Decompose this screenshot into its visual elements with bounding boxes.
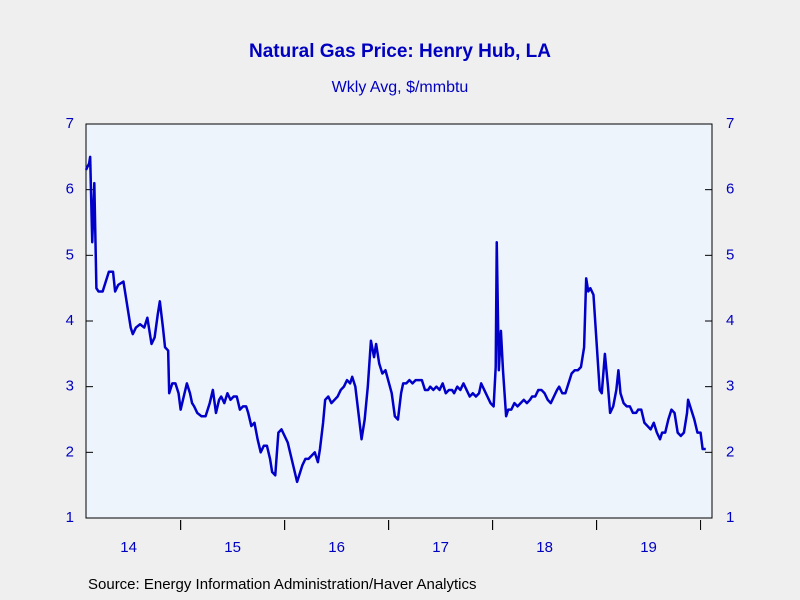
x-tick-label: 16	[328, 539, 345, 556]
x-tick-label: 18	[536, 539, 553, 556]
y2-tick-label: 2	[726, 443, 734, 460]
y-tick-label: 1	[66, 509, 74, 526]
plot-area	[85, 123, 713, 519]
x-tick-label: 14	[120, 539, 137, 556]
y-tick-label: 6	[66, 181, 74, 198]
y-tick-label: 4	[66, 312, 74, 329]
y-tick-label: 5	[66, 246, 74, 263]
y2-tick-label: 7	[726, 115, 734, 132]
y2-tick-label: 6	[726, 181, 734, 198]
y-tick-label: 2	[66, 443, 74, 460]
y-tick-label: 7	[66, 115, 74, 132]
x-tick-label: 17	[432, 539, 449, 556]
y-tick-label: 3	[66, 378, 74, 395]
x-tick-label: 15	[224, 539, 241, 556]
chart-subtitle: Wkly Avg, $/mmbtu	[332, 79, 469, 96]
x-tick-label: 19	[640, 539, 657, 556]
y2-tick-label: 3	[726, 378, 734, 395]
y2-tick-label: 4	[726, 312, 734, 329]
y2-tick-label: 5	[726, 246, 734, 263]
price-line	[84, 155, 706, 484]
source-note: Source: Energy Information Administratio…	[88, 576, 477, 593]
y2-tick-label: 1	[726, 509, 734, 526]
chart-title: Natural Gas Price: Henry Hub, LA	[249, 41, 551, 62]
